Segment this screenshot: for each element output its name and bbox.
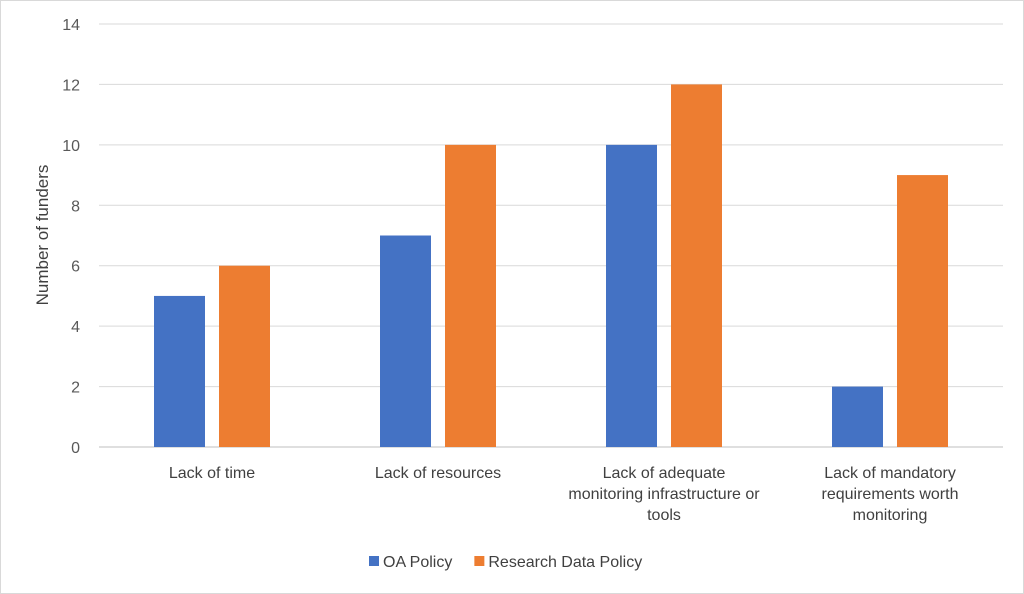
y-axis-label: Number of funders <box>33 165 52 306</box>
bar-research-data-policy <box>897 175 948 448</box>
legend-swatch <box>369 556 379 566</box>
y-tick-label: 4 <box>71 319 80 336</box>
bar-oa-policy <box>154 295 205 447</box>
y-tick-label: 6 <box>71 259 80 276</box>
x-axis-category-labels: Lack of time Lack of resources Lack of ade… <box>169 465 959 524</box>
x-category-label: Lack of time <box>169 465 255 482</box>
x-category-label: Lack of resources <box>375 465 501 482</box>
y-tick-label: 0 <box>71 440 80 457</box>
bar-research-data-policy <box>445 144 496 447</box>
bar-oa-policy <box>380 235 431 447</box>
bar-research-data-policy <box>671 84 722 447</box>
y-axis-ticks: 0 2 4 6 8 10 12 14 <box>62 17 80 457</box>
y-tick-label: 14 <box>62 17 80 34</box>
legend-swatch <box>474 556 485 566</box>
bars <box>154 84 948 448</box>
legend: OA Policy Research Data Policy <box>369 554 642 571</box>
legend-label: Research Data Policy <box>488 554 642 571</box>
legend-label: OA Policy <box>383 554 452 571</box>
bar-oa-policy <box>606 144 657 447</box>
bar-research-data-policy <box>219 265 270 447</box>
y-tick-label: 8 <box>71 198 80 215</box>
x-category-label: Lack of mandatory requirements worth monit… <box>822 465 959 524</box>
y-tick-label: 12 <box>62 77 80 94</box>
y-tick-label: 2 <box>71 380 80 397</box>
bar-oa-policy <box>832 386 883 447</box>
x-category-label: Lack of adequate monitoring infrastructur… <box>568 465 760 524</box>
y-tick-label: 10 <box>62 138 80 155</box>
